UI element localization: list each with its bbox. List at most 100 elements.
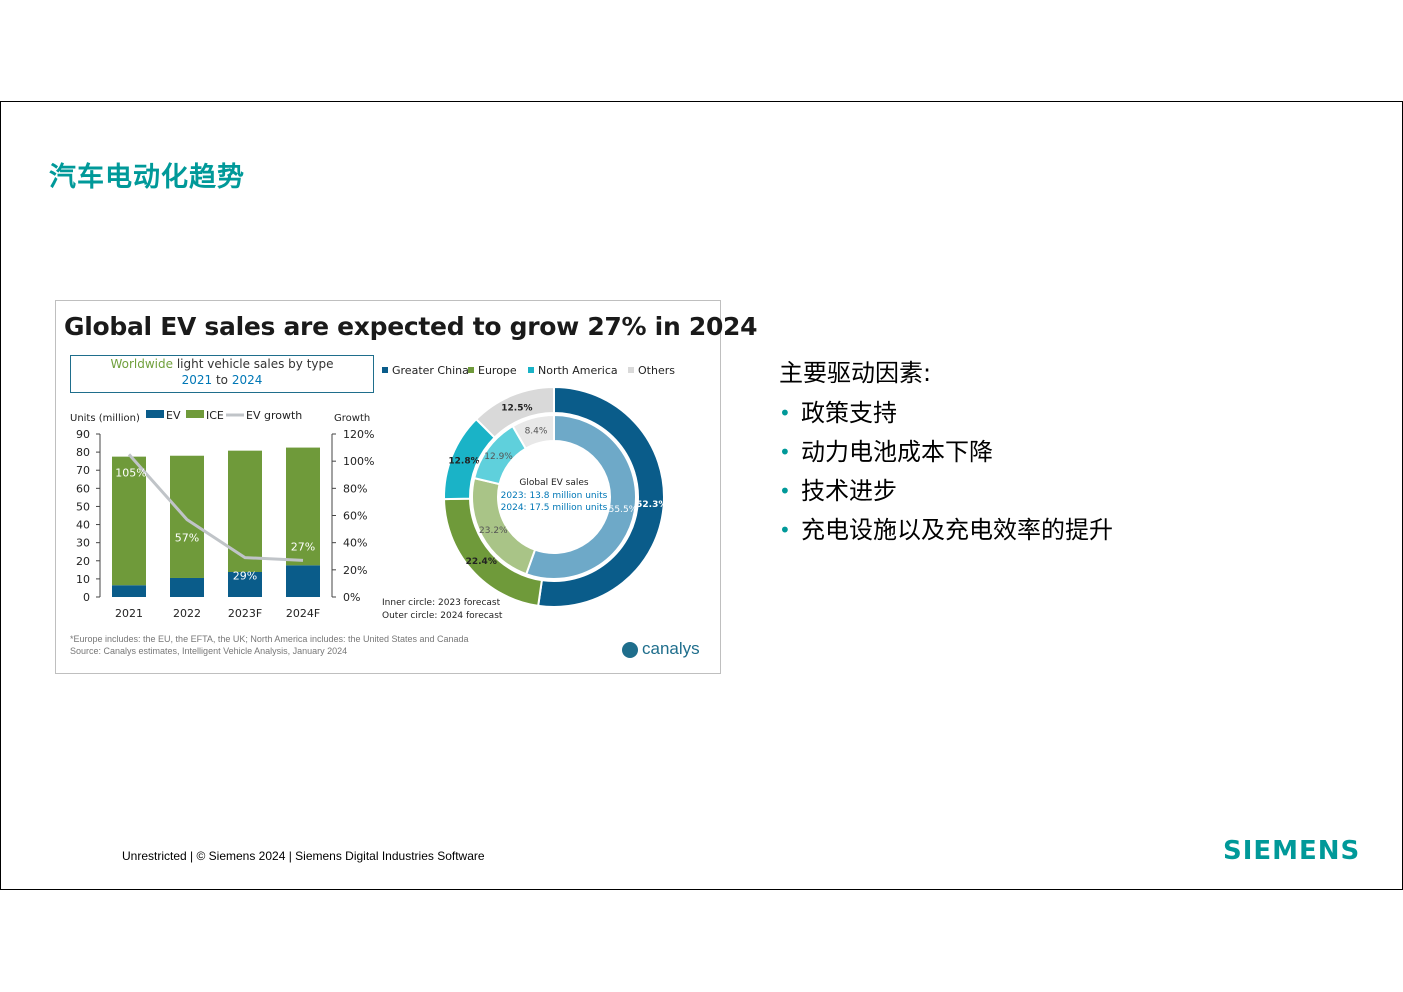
drivers-heading: 主要驱动因素: — [779, 359, 932, 387]
bar-ev — [170, 577, 204, 597]
ev-sales-figure: Global EV sales are expected to grow 27%… — [55, 300, 758, 674]
inner-label: 12.9% — [484, 452, 513, 462]
y2-tick-label: 100% — [343, 455, 374, 468]
y-tick-label: 20 — [76, 555, 90, 568]
driver-text: 技术进步 — [801, 477, 897, 505]
ev-growth-line — [127, 453, 304, 562]
bar-ice — [112, 456, 146, 586]
bar-ev — [228, 572, 262, 597]
legend-swatch — [628, 367, 634, 373]
y2-tick-label: 40% — [343, 537, 367, 550]
y-tick-label: 90 — [76, 428, 90, 441]
legend-label: ICE — [206, 409, 224, 422]
bar-ev — [112, 585, 146, 597]
footnote-line-1: *Europe includes: the EU, the EFTA, the … — [70, 634, 469, 644]
outer-label: 12.5% — [501, 403, 532, 413]
canalys-wordmark: canalys — [642, 639, 700, 658]
y-axis-title: Units (million) — [70, 413, 140, 424]
bar-chart: Units (million) Growth EV ICE EV growth 0 10 20… — [70, 409, 374, 620]
y2-tick-label: 120% — [343, 428, 374, 441]
legend-label: Europe — [478, 364, 517, 377]
y-tick-label: 30 — [76, 537, 90, 550]
driver-text: 动力电池成本下降 — [801, 438, 993, 466]
driver-item: • 技术进步 — [779, 472, 1113, 511]
x-tick-label: 2022 — [173, 607, 201, 620]
y-tick-label: 40 — [76, 519, 90, 532]
figure-title: Global EV sales are expected to grow 27%… — [64, 312, 758, 341]
driver-text: 政策支持 — [801, 399, 897, 427]
inner-label: 8.4% — [525, 426, 548, 436]
inner-slice — [511, 413, 555, 450]
bar-ice — [170, 455, 204, 578]
y-tick-label: 60 — [76, 482, 90, 495]
bullet-icon: • — [779, 440, 791, 464]
footnote-line-2: Source: Canalys estimates, Intelligent V… — [70, 646, 348, 656]
donut-chart: Greater China Europe North America Others 52… — [382, 364, 675, 621]
outer-slice — [537, 385, 666, 608]
bullet-icon: • — [779, 401, 791, 425]
inner-label: 55.5% — [609, 505, 638, 515]
footer-text: Unrestricted | © Siemens 2024 | Siemens … — [122, 849, 485, 863]
bar-chart-subtitle: Worldwide light vehicle sales by type 20… — [70, 355, 374, 393]
x-tick-label: 2023F — [228, 607, 262, 620]
legend-swatch — [186, 410, 204, 418]
x-tick-label: 2024F — [286, 607, 320, 620]
legend-swatch — [468, 367, 474, 373]
y-tick-label: 70 — [76, 464, 90, 477]
outer-label: 52.3% — [636, 500, 667, 510]
subtitle-year1: 2021 — [181, 373, 213, 387]
y-tick-label: 80 — [76, 446, 90, 459]
driver-item: • 动力电池成本下降 — [779, 433, 1113, 472]
legend-swatch — [382, 367, 388, 373]
legend-label: EV growth — [246, 409, 302, 422]
donut-center-line-1: 2023: 13.8 million units — [501, 491, 608, 501]
subtitle-year2: 2024 — [231, 373, 263, 387]
y2-tick-label: 80% — [343, 482, 367, 495]
y2-tick-label: 0% — [343, 591, 360, 604]
bullet-icon: • — [779, 518, 791, 542]
subtitle-part1: Worldwide — [110, 357, 174, 371]
ev-growth-label: 57% — [175, 532, 199, 545]
legend-label: EV — [166, 409, 181, 422]
donut-note-inner: Inner circle: 2023 forecast — [382, 598, 501, 608]
legend-label: Greater China — [392, 364, 469, 377]
bar-ice — [228, 450, 262, 573]
outer-slice — [474, 385, 555, 440]
ev-growth-label: 105% — [115, 466, 146, 479]
inner-slice — [524, 413, 637, 580]
outer-label: 12.8% — [448, 457, 479, 467]
legend-label: Others — [638, 364, 675, 377]
donut-center-line-2: 2024: 17.5 million units — [501, 503, 608, 513]
ev-growth-label: 27% — [291, 540, 315, 553]
driver-text: 充电设施以及充电效率的提升 — [801, 516, 1113, 544]
y-tick-label: 10 — [76, 573, 90, 586]
figure-footnote: *Europe includes: the EU, the EFTA, the … — [70, 633, 469, 657]
canalys-mark-icon — [622, 641, 638, 658]
donut-center-title: Global EV sales — [519, 478, 589, 488]
ev-growth-label: 29% — [233, 570, 257, 583]
bar-ice — [286, 447, 320, 566]
y-tick-label: 0 — [83, 591, 90, 604]
drivers-list: 主要驱动因素: • 政策支持 • 动力电池成本下降 • 技术进步 • 充电设施以及充电效… — [779, 353, 1113, 550]
slide: 汽车电动化趋势 Global EV sales are expected to … — [0, 101, 1403, 890]
inner-label: 23.2% — [479, 526, 508, 536]
x-tick-label: 2021 — [115, 607, 143, 620]
legend-label: North America — [538, 364, 618, 377]
y-tick-label: 50 — [76, 500, 90, 513]
canalys-logo: canalys — [622, 639, 700, 659]
legend-swatch — [146, 410, 164, 418]
legend-swatch — [528, 367, 534, 373]
driver-item: • 充电设施以及充电效率的提升 — [779, 511, 1113, 550]
y2-axis-title: Growth — [334, 413, 370, 424]
outer-label: 22.4% — [466, 557, 497, 567]
y2-tick-label: 60% — [343, 510, 367, 523]
page-title: 汽车电动化趋势 — [49, 162, 245, 193]
bullet-icon: • — [779, 479, 791, 503]
subtitle-to: to — [212, 373, 232, 387]
donut-note-outer: Outer circle: 2024 forecast — [382, 611, 503, 621]
siemens-logo: SIEMENS — [1223, 836, 1361, 866]
bar-ev — [286, 565, 320, 597]
subtitle-part2: light vehicle sales by type — [173, 357, 334, 371]
driver-item: • 政策支持 — [779, 394, 1113, 433]
y2-tick-label: 20% — [343, 564, 367, 577]
